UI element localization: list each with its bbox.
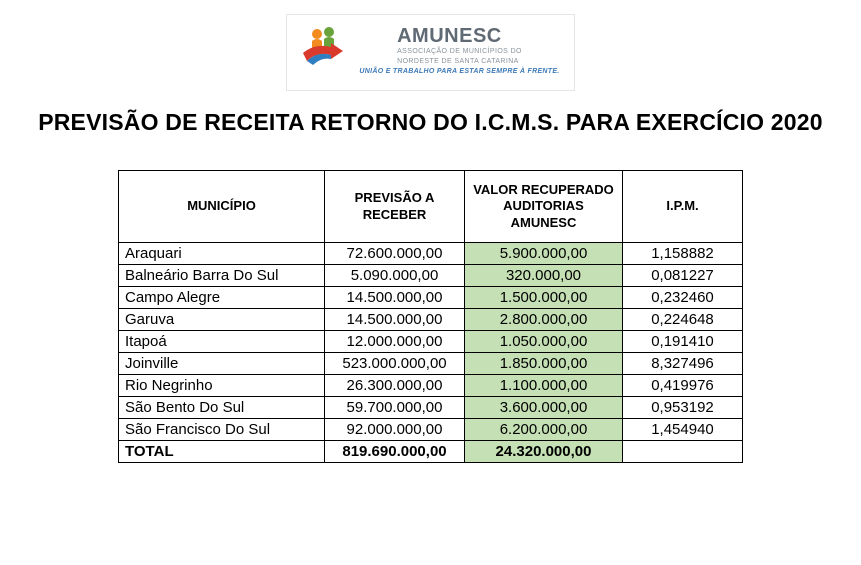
cell-municipio: Itapoá — [119, 331, 325, 353]
cell-previsao: 523.000.000,00 — [325, 353, 465, 375]
cell-valor: 320.000,00 — [465, 265, 623, 287]
header-valor: VALOR RECUPERADO AUDITORIAS AMUNESC — [465, 171, 623, 243]
total-label: TOTAL — [119, 441, 325, 463]
cell-municipio: Joinville — [119, 353, 325, 375]
cell-ipm: 0,224648 — [623, 309, 743, 331]
page-title: PREVISÃO DE RECEITA RETORNO DO I.C.M.S. … — [0, 109, 861, 136]
cell-valor: 3.600.000,00 — [465, 397, 623, 419]
cell-ipm: 1,158882 — [623, 243, 743, 265]
cell-ipm: 0,419976 — [623, 375, 743, 397]
logo-subtitle-1: ASSOCIAÇÃO DE MUNICÍPIOS DO — [397, 48, 522, 56]
total-previsao: 819.690.000,00 — [325, 441, 465, 463]
cell-municipio: Rio Negrinho — [119, 375, 325, 397]
cell-ipm: 8,327496 — [623, 353, 743, 375]
table-container: MUNICÍPIO PREVISÃO A RECEBER VALOR RECUP… — [0, 170, 861, 463]
table-row: Campo Alegre14.500.000,001.500.000,000,2… — [119, 287, 743, 309]
table-row: Itapoá12.000.000,001.050.000,000,191410 — [119, 331, 743, 353]
header-ipm: I.P.M. — [623, 171, 743, 243]
cell-previsao: 14.500.000,00 — [325, 309, 465, 331]
cell-previsao: 59.700.000,00 — [325, 397, 465, 419]
header-previsao: PREVISÃO A RECEBER — [325, 171, 465, 243]
logo-box: AMUNESC ASSOCIAÇÃO DE MUNICÍPIOS DO NORD… — [286, 14, 574, 91]
logo-container: AMUNESC ASSOCIAÇÃO DE MUNICÍPIOS DO NORD… — [0, 14, 861, 91]
revenue-table: MUNICÍPIO PREVISÃO A RECEBER VALOR RECUP… — [118, 170, 743, 463]
cell-valor: 6.200.000,00 — [465, 419, 623, 441]
cell-ipm: 1,454940 — [623, 419, 743, 441]
cell-ipm: 0,232460 — [623, 287, 743, 309]
logo-text-block: AMUNESC ASSOCIAÇÃO DE MUNICÍPIOS DO NORD… — [397, 26, 522, 66]
table-row: Araquari72.600.000,005.900.000,001,15888… — [119, 243, 743, 265]
cell-ipm: 0,953192 — [623, 397, 743, 419]
table-total-row: TOTAL819.690.000,0024.320.000,00 — [119, 441, 743, 463]
cell-municipio: Araquari — [119, 243, 325, 265]
cell-valor: 1.850.000,00 — [465, 353, 623, 375]
amunesc-logo-icon — [297, 21, 351, 80]
cell-previsao: 72.600.000,00 — [325, 243, 465, 265]
header-municipio: MUNICÍPIO — [119, 171, 325, 243]
cell-valor: 2.800.000,00 — [465, 309, 623, 331]
table-row: São Bento Do Sul59.700.000,003.600.000,0… — [119, 397, 743, 419]
cell-previsao: 12.000.000,00 — [325, 331, 465, 353]
table-header-row: MUNICÍPIO PREVISÃO A RECEBER VALOR RECUP… — [119, 171, 743, 243]
cell-previsao: 92.000.000,00 — [325, 419, 465, 441]
document-page: AMUNESC ASSOCIAÇÃO DE MUNICÍPIOS DO NORD… — [0, 0, 861, 463]
cell-municipio: São Bento Do Sul — [119, 397, 325, 419]
logo-title: AMUNESC — [397, 26, 522, 47]
table-row: Rio Negrinho26.300.000,001.100.000,000,4… — [119, 375, 743, 397]
logo-subtitle-2: NORDESTE DE SANTA CATARINA — [397, 58, 522, 66]
cell-municipio: Campo Alegre — [119, 287, 325, 309]
cell-municipio: Balneário Barra Do Sul — [119, 265, 325, 287]
cell-ipm: 0,081227 — [623, 265, 743, 287]
cell-previsao: 26.300.000,00 — [325, 375, 465, 397]
table-body: Araquari72.600.000,005.900.000,001,15888… — [119, 243, 743, 463]
total-ipm — [623, 441, 743, 463]
table-row: Balneário Barra Do Sul5.090.000,00320.00… — [119, 265, 743, 287]
cell-valor: 5.900.000,00 — [465, 243, 623, 265]
cell-ipm: 0,191410 — [623, 331, 743, 353]
cell-municipio: São Francisco Do Sul — [119, 419, 325, 441]
table-row: São Francisco Do Sul92.000.000,006.200.0… — [119, 419, 743, 441]
cell-valor: 1.500.000,00 — [465, 287, 623, 309]
cell-valor: 1.100.000,00 — [465, 375, 623, 397]
cell-previsao: 5.090.000,00 — [325, 265, 465, 287]
total-valor: 24.320.000,00 — [465, 441, 623, 463]
logo-text-column: AMUNESC ASSOCIAÇÃO DE MUNICÍPIOS DO NORD… — [359, 26, 559, 75]
cell-municipio: Garuva — [119, 309, 325, 331]
table-row: Garuva14.500.000,002.800.000,000,224648 — [119, 309, 743, 331]
table-row: Joinville523.000.000,001.850.000,008,327… — [119, 353, 743, 375]
logo-slogan: UNIÃO E TRABALHO PARA ESTAR SEMPRE À FRE… — [359, 68, 559, 75]
cell-valor: 1.050.000,00 — [465, 331, 623, 353]
cell-previsao: 14.500.000,00 — [325, 287, 465, 309]
